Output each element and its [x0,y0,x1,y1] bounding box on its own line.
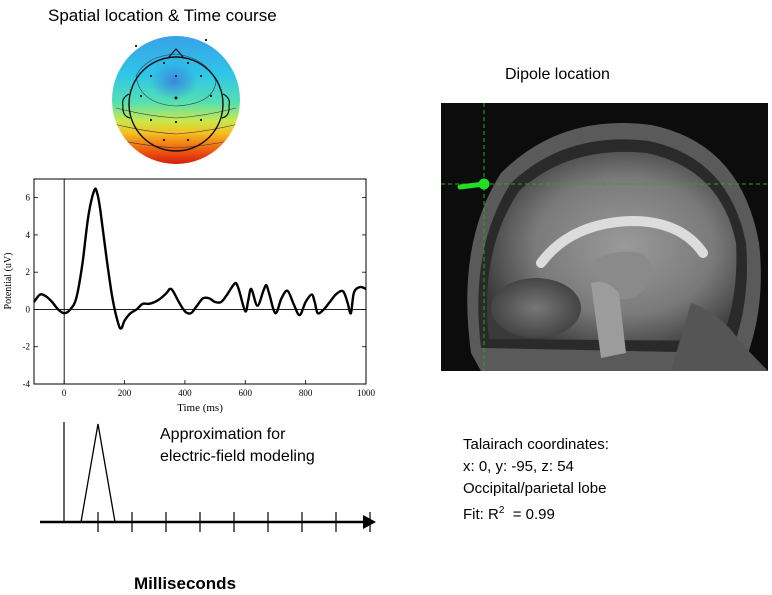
fit-prefix: Fit: R [463,506,499,523]
dipole-title: Dipole location [505,66,610,83]
y-axis-ticks: -4 -2 0 2 4 6 [23,193,366,389]
x-tick-label: 800 [299,388,313,398]
ms-axis-ticks [97,512,371,532]
y-tick-label: 0 [26,304,31,314]
y-tick-label: -4 [23,379,31,389]
dipole-marker [478,178,490,190]
cerebellum [491,278,581,338]
dipole-info: Talairach coordinates: x: 0, y: -95, z: … [463,434,609,526]
nose-icon [167,48,185,59]
electrode-markers [134,38,213,142]
head-outline [128,56,224,152]
time-course-chart: -4 -2 0 2 4 6 0 200 400 600 800 1000 Time (ms) Pot… [3,178,376,414]
ms-tick-label: 800 [323,538,350,540]
approximation-label-line1: Approximation for [160,426,286,443]
x-axis-label: Time (ms) [177,402,223,414]
y-tick-label: 4 [26,230,31,240]
spatial-title: Spatial location & Time course [48,6,277,25]
approximation-label: Approximation for electric-field modelin… [160,424,315,468]
lobe-label: Occipital/parietal lobe [463,480,607,497]
x-tick-label: 600 [239,388,253,398]
ms-tick-label: 600 [255,538,282,540]
x-tick-label: 0 [62,388,67,398]
fit-superscript: 2 [498,505,505,516]
left-ear-icon [122,93,131,119]
topographic-scalp-map [112,36,240,164]
y-tick-label: 2 [26,267,31,277]
milliseconds-label: Milliseconds [134,574,237,593]
ms-tick-label: 400 [187,538,214,540]
x-axis-ticks: 0 200 400 600 800 1000 [62,380,376,398]
approximation-chart: 200 400 600 800 [40,422,376,540]
right-ear-icon [221,93,230,119]
coords-values: x: 0, y: -95, z: 54 [463,458,574,475]
y-axis-label: Potential (uV) [3,253,14,310]
fit-value: Fit: R2 = 0.99 [463,500,609,526]
brainstem [591,281,626,358]
plot-frame [33,178,367,385]
triangle-approximation [80,423,116,523]
mri-sagittal-image [441,103,768,371]
x-tick-label: 1000 [357,388,376,398]
approximation-label-line2: electric-field modeling [160,448,315,465]
ms-tick-labels: 200 400 600 800 [119,538,350,540]
coords-heading: Talairach coordinates: [463,436,609,453]
ms-tick-label: 200 [119,538,146,540]
corpus-callosum [536,215,708,268]
x-tick-label: 400 [178,388,192,398]
y-tick-label: -2 [23,342,31,352]
y-tick-label: 6 [26,193,31,203]
x-tick-label: 200 [118,388,132,398]
fit-suffix: = 0.99 [504,506,555,523]
waveform-series [33,187,367,330]
